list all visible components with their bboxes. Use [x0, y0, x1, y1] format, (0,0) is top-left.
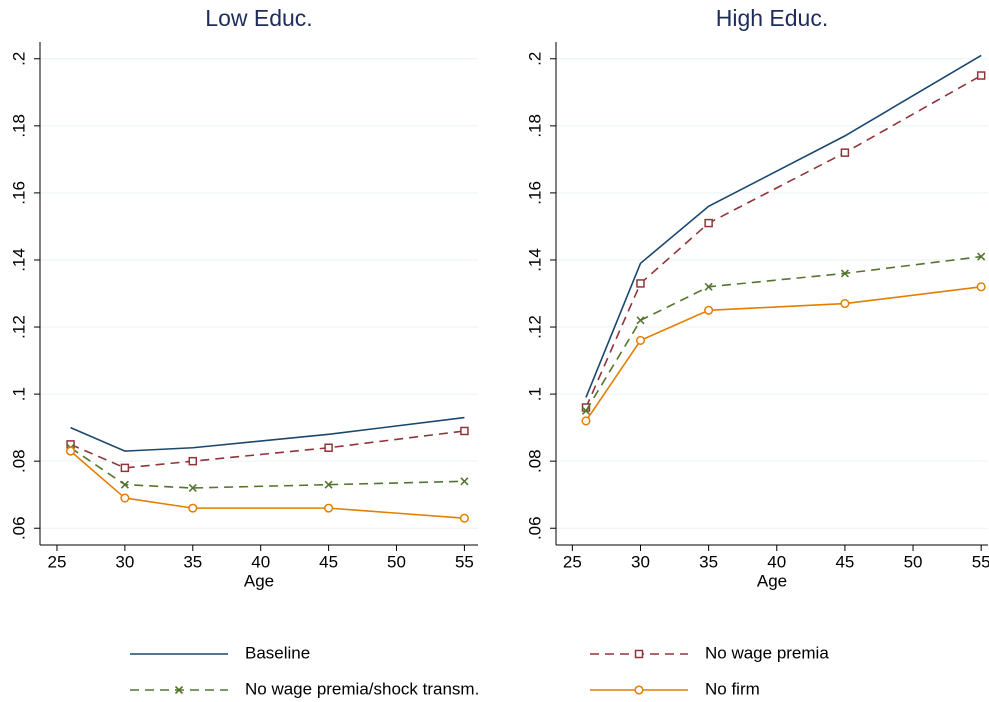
marker	[188, 503, 198, 513]
marker	[704, 218, 713, 228]
x-tick-label: 45	[319, 552, 338, 571]
marker	[581, 406, 591, 415]
series-line	[70, 430, 465, 469]
series-line	[70, 416, 465, 452]
y-tick-label: .06	[9, 516, 28, 540]
marker	[840, 148, 850, 157]
chart-title: High Educ.	[716, 5, 829, 31]
marker	[66, 446, 76, 456]
series-line	[585, 285, 982, 422]
x-tick-label: 55	[455, 552, 474, 571]
y-tick-label: .2	[9, 52, 28, 66]
x-tick-label: 45	[835, 552, 854, 571]
marker	[188, 483, 197, 493]
marker	[460, 426, 469, 436]
marker	[636, 316, 645, 325]
marker	[976, 71, 986, 80]
marker	[120, 493, 130, 503]
y-tick-label: .08	[9, 449, 28, 473]
marker	[459, 513, 469, 523]
marker	[636, 279, 645, 288]
legend-label: No firm	[705, 679, 760, 698]
x-tick-label: 40	[767, 552, 786, 571]
x-tick-label: 55	[972, 552, 989, 571]
y-tick-label: .16	[9, 181, 28, 205]
chart-title: Low Educ.	[205, 5, 312, 31]
y-tick-label: .1	[9, 387, 28, 401]
x-tick-label: 25	[563, 552, 582, 571]
series-line	[585, 54, 982, 398]
marker	[324, 503, 334, 513]
x-axis-title: Age	[244, 571, 274, 590]
series-line	[585, 74, 982, 408]
y-tick-label: .2	[525, 52, 544, 66]
y-tick-label: .12	[525, 315, 544, 339]
y-tick-label: .12	[9, 315, 28, 339]
y-tick-label: .18	[9, 114, 28, 138]
x-tick-label: 30	[631, 552, 650, 571]
marker	[704, 282, 713, 291]
marker	[581, 416, 591, 426]
marker	[188, 456, 198, 466]
x-tick-label: 40	[251, 552, 270, 571]
legend-label: No wage premia	[705, 643, 829, 662]
legend-label: No wage premia/shock transm.	[245, 679, 479, 698]
x-tick-label: 50	[904, 552, 923, 571]
legend-marker	[174, 685, 184, 695]
marker	[324, 480, 333, 489]
marker	[120, 463, 130, 473]
legend-marker	[634, 685, 644, 695]
marker	[635, 335, 646, 345]
y-tick-label: .14	[525, 248, 544, 272]
marker	[460, 477, 469, 486]
y-tick-label: .06	[525, 516, 544, 540]
marker	[840, 269, 849, 278]
x-tick-label: 25	[48, 552, 67, 571]
y-tick-label: .18	[525, 114, 544, 138]
y-tick-label: .16	[525, 181, 544, 205]
marker	[977, 252, 986, 261]
y-tick-label: .14	[9, 248, 28, 272]
legend-label: Baseline	[245, 643, 310, 662]
x-tick-label: 30	[115, 552, 134, 571]
y-tick-label: .08	[525, 449, 544, 473]
legend-marker	[634, 649, 644, 659]
marker	[840, 299, 850, 309]
marker	[976, 282, 986, 292]
marker	[704, 305, 714, 315]
x-tick-label: 50	[387, 552, 406, 571]
marker	[324, 443, 333, 453]
x-tick-label: 35	[183, 552, 202, 571]
x-tick-label: 35	[699, 552, 718, 571]
x-axis-title: Age	[757, 571, 787, 590]
marker	[120, 480, 129, 489]
y-tick-label: .1	[525, 387, 544, 401]
